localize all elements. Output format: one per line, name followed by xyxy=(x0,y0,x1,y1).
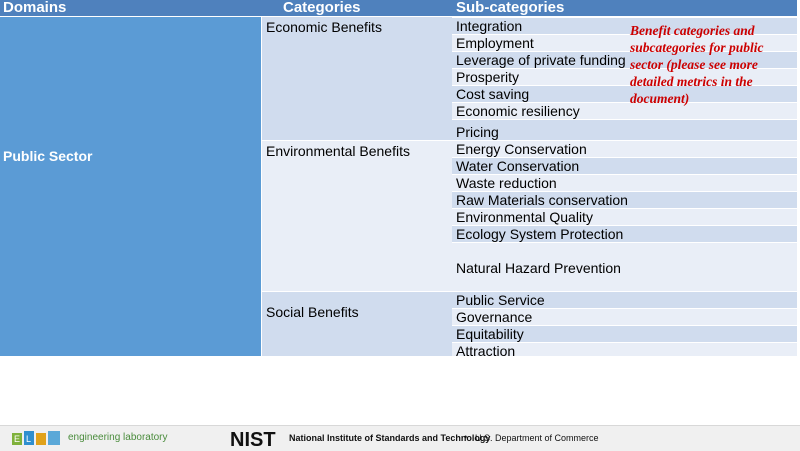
subcategory-row: Employment xyxy=(452,34,797,51)
subcategory-row: Cost saving xyxy=(452,85,797,102)
subcategory-label: Economic resiliency xyxy=(456,103,580,119)
subcategory-row: Attraction xyxy=(452,342,797,359)
subcategory-row: Pricing xyxy=(452,119,797,140)
subcategory-label: Energy Conservation xyxy=(456,141,587,157)
footer-separator: • xyxy=(464,432,468,442)
subcategory-row: Equitability xyxy=(452,325,797,342)
subcategory-label: Environmental Quality xyxy=(456,209,593,225)
svg-text:E: E xyxy=(14,434,20,444)
subcategory-label: Ecology System Protection xyxy=(456,226,624,242)
engineering-laboratory-logo-icon: E L xyxy=(12,431,60,445)
subcategory-label: Integration xyxy=(456,18,523,34)
nist-logo-icon: NIST xyxy=(230,429,276,449)
category-label: Economic Benefits xyxy=(266,19,382,35)
subcategory-row: Raw Materials conservation xyxy=(452,191,797,208)
subcategory-label: Attraction xyxy=(456,343,516,359)
subcategory-row: Governance xyxy=(452,308,797,325)
subcategory-row: Prosperity xyxy=(452,68,797,85)
subcategory-label: Raw Materials conservation xyxy=(456,192,628,208)
subcategory-row: Environmental Quality xyxy=(452,208,797,225)
category-environmental: Environmental Benefits xyxy=(262,140,452,291)
subcategory-label: Waste reduction xyxy=(456,175,557,191)
subcategory-label: Public Service xyxy=(456,292,545,308)
subcategory-label: Equitability xyxy=(456,326,524,342)
category-label: Environmental Benefits xyxy=(266,143,410,159)
svg-text:L: L xyxy=(26,434,31,444)
subcategory-row: Water Conservation xyxy=(452,157,797,174)
subcategory-row: Public Service xyxy=(452,291,797,308)
category-social: Social Benefits xyxy=(262,291,452,356)
category-economic: Economic Benefits xyxy=(262,17,452,140)
header-categories: Categories xyxy=(283,0,361,16)
subcategory-label: Water Conservation xyxy=(456,158,580,174)
subcategory-label: Cost saving xyxy=(456,86,530,102)
subcategory-label: Pricing xyxy=(456,124,499,140)
subcategory-label: Leverage of private funding xyxy=(456,52,626,68)
domain-label: Public Sector xyxy=(3,148,93,164)
subcategory-row: Energy Conservation xyxy=(452,140,797,157)
subcategory-row: Waste reduction xyxy=(452,174,797,191)
footer: E L engineering laboratory NIST National… xyxy=(0,425,800,451)
subcategory-label: Employment xyxy=(456,35,534,51)
lab-name: engineering laboratory xyxy=(68,432,168,443)
annotation-note: Benefit categories and subcategories for… xyxy=(630,23,764,106)
header-domains: Domains xyxy=(3,0,67,16)
category-label: Social Benefits xyxy=(266,304,359,320)
subcategory-row: Leverage of private funding xyxy=(452,51,797,68)
domain-cell: Public Sector xyxy=(0,17,262,356)
nist-logo-text: NIST xyxy=(230,429,276,449)
subcategory-label: Governance xyxy=(456,309,533,325)
subcategory-row: Natural Hazard Prevention xyxy=(452,242,797,291)
table-header-row xyxy=(0,0,797,16)
subcategory-row: Economic resiliency xyxy=(452,102,797,119)
department-name: U.S. Department of Commerce xyxy=(475,433,599,443)
subcategory-row: Ecology System Protection xyxy=(452,225,797,242)
subcategory-label: Natural Hazard Prevention xyxy=(456,260,621,276)
nist-name: National Institute of Standards and Tech… xyxy=(289,433,491,443)
subcategory-label: Prosperity xyxy=(456,69,520,85)
subcategory-row: Integration xyxy=(452,17,797,34)
header-subcategories: Sub-categories xyxy=(456,0,565,16)
